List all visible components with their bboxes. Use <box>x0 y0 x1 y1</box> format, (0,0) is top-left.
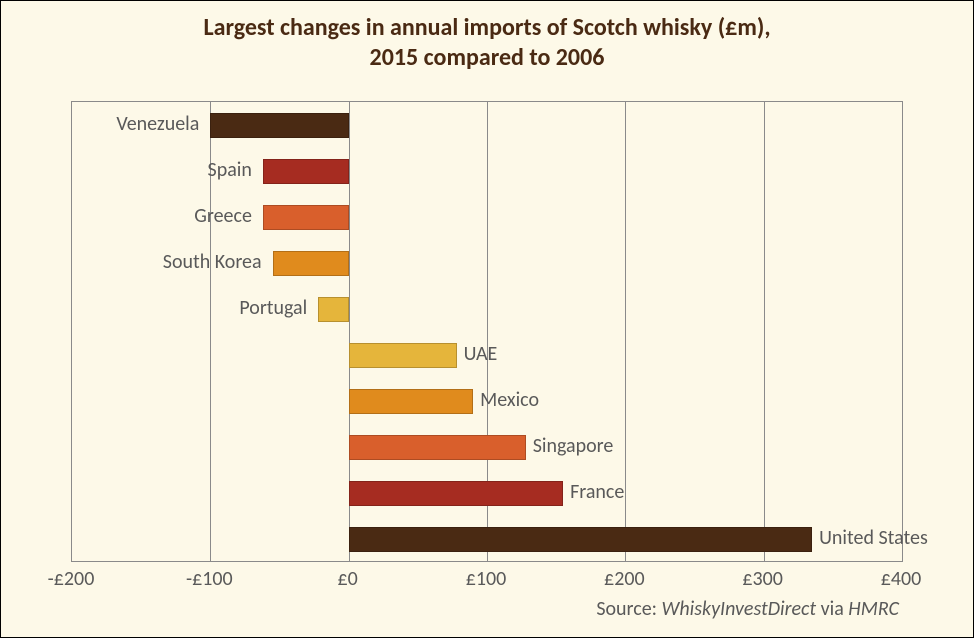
chart-title-line2: 2015 compared to 2006 <box>1 43 973 73</box>
bar-label: Portugal <box>239 296 307 320</box>
gridline <box>764 102 765 562</box>
x-tick-label: £400 <box>881 567 922 591</box>
bar <box>263 205 349 230</box>
bar-label: South Korea <box>163 250 262 274</box>
source-name-2: HMRC <box>848 597 899 621</box>
bar <box>263 159 349 184</box>
bar <box>318 297 348 322</box>
source-mid: via <box>816 597 848 621</box>
plot-area <box>71 101 903 562</box>
bar <box>349 435 526 460</box>
bar-label: France <box>570 480 624 504</box>
x-tick-label: -£100 <box>186 567 233 591</box>
bar <box>349 343 457 368</box>
bar-label: United States <box>819 526 928 550</box>
source-prefix: Source: <box>596 597 661 621</box>
chart-container: Largest changes in annual imports of Sco… <box>0 0 974 638</box>
x-tick-label: £0 <box>338 567 358 591</box>
x-tick-label: £300 <box>742 567 783 591</box>
bar-label: Mexico <box>480 388 539 412</box>
x-tick-label: £100 <box>466 567 507 591</box>
bar <box>349 527 812 552</box>
source-attribution: Source: WhiskyInvestDirect via HMRC <box>596 597 899 621</box>
gridline <box>625 102 626 562</box>
chart-title-line1: Largest changes in annual imports of Sco… <box>1 13 973 43</box>
bar <box>210 113 348 138</box>
source-name-1: WhiskyInvestDirect <box>662 597 817 621</box>
bar <box>349 481 563 506</box>
bar <box>273 251 349 276</box>
bar <box>349 389 474 414</box>
x-axis <box>72 561 902 562</box>
bar-label: Venezuela <box>116 112 199 136</box>
x-tick-label: -£200 <box>48 567 95 591</box>
bar-label: Singapore <box>533 434 614 458</box>
chart-title: Largest changes in annual imports of Sco… <box>1 1 973 73</box>
x-tick-label: £200 <box>604 567 645 591</box>
bar-label: UAE <box>464 342 498 366</box>
bar-label: Spain <box>208 158 252 182</box>
bar-label: Greece <box>194 204 252 228</box>
